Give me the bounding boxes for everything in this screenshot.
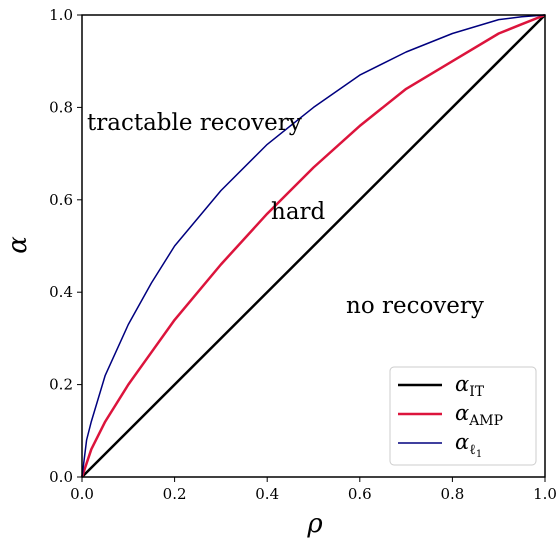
x-tick-label: 0.4 bbox=[255, 485, 279, 503]
legend: αIT αAMP αℓ1 bbox=[389, 366, 537, 466]
region-label-tractable: tractable recovery bbox=[87, 110, 302, 136]
ticks-layer: 0.0 0.2 0.4 0.6 0.8 1.0 0.0 0.2 0.4 0.6 0.8 1.0 bbox=[49, 6, 557, 503]
y-tick-label: 0.2 bbox=[49, 376, 73, 394]
x-tick-label: 0.2 bbox=[163, 485, 187, 503]
x-tick-label: 0.6 bbox=[348, 485, 372, 503]
series-layer bbox=[80, 13, 546, 478]
series-line-2 bbox=[81, 14, 546, 478]
legend-label-amp: αAMP bbox=[455, 401, 503, 429]
y-tick-label: 0.4 bbox=[49, 283, 73, 301]
y-tick-label: 0.6 bbox=[49, 191, 73, 209]
y-tick-label: 1.0 bbox=[49, 6, 73, 24]
legend-label-l1: αℓ1 bbox=[455, 430, 482, 460]
x-axis-label: ρ bbox=[306, 509, 323, 539]
x-tick-label: 1.0 bbox=[533, 485, 557, 503]
legend-box bbox=[389, 366, 537, 466]
x-tick-label: 0.8 bbox=[440, 485, 464, 503]
legend-label-it: αIT bbox=[455, 372, 485, 400]
region-label-no-recovery: no recovery bbox=[346, 293, 484, 319]
x-tick-label: 0.0 bbox=[70, 485, 94, 503]
region-label-hard: hard bbox=[271, 199, 326, 225]
y-tick-label: 0.8 bbox=[49, 98, 73, 116]
plot-frame bbox=[81, 14, 546, 478]
y-tick-label: 0.0 bbox=[49, 468, 73, 486]
series-line-0 bbox=[81, 14, 546, 478]
y-axis-label: α bbox=[3, 236, 33, 254]
series-line-1 bbox=[80, 13, 546, 478]
